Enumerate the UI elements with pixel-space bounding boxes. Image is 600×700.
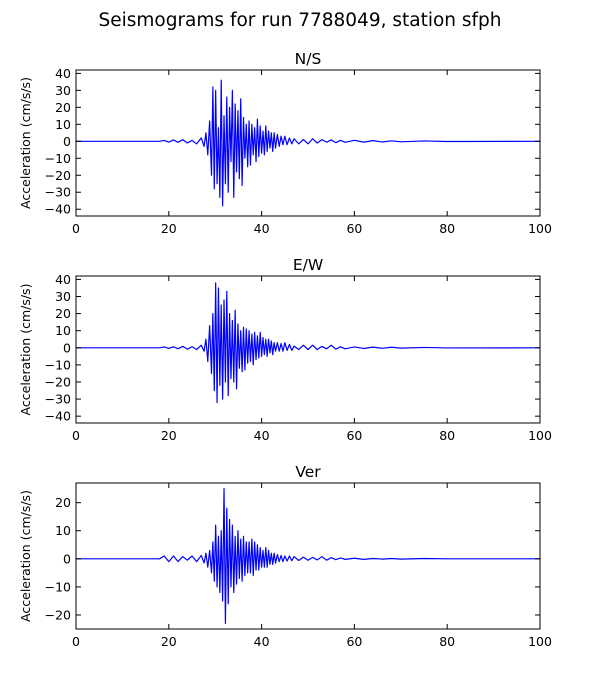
y-tick-label: 0 (63, 551, 71, 566)
y-tick-label: 0 (63, 134, 71, 149)
plot-frame (75, 482, 541, 630)
y-axis-label: Acceleration (cm/s/s) (18, 77, 33, 209)
y-axis-label: Acceleration (cm/s/s) (18, 490, 33, 622)
y-tick-label: −40 (45, 409, 71, 424)
panel-title: Ver (295, 463, 321, 481)
x-tick-label: 0 (72, 634, 80, 649)
y-tick-label: −20 (45, 607, 71, 622)
y-tick-label: 0 (63, 340, 71, 355)
figure-title: Seismograms for run 7788049, station sfp… (98, 10, 502, 31)
series-line (76, 488, 540, 624)
panel-title: N/S (295, 50, 322, 68)
x-tick-label: 60 (346, 428, 362, 443)
x-tick-label: 0 (72, 221, 80, 236)
plot-frame (75, 275, 541, 424)
x-tick-label: 40 (254, 221, 270, 236)
y-tick-label: −30 (45, 185, 71, 200)
x-tick-label: 100 (528, 634, 552, 649)
x-tick-label: 60 (346, 634, 362, 649)
y-tick-label: 30 (55, 83, 71, 98)
x-tick-label: 40 (254, 428, 270, 443)
y-tick-label: −10 (45, 151, 71, 166)
x-tick-label: 100 (528, 221, 552, 236)
y-tick-label: 20 (55, 100, 71, 115)
x-tick-label: 80 (439, 428, 455, 443)
y-tick-label: −20 (45, 168, 71, 183)
y-tick-label: −10 (45, 357, 71, 372)
series-line (76, 79, 540, 207)
panel-title: E/W (293, 256, 323, 274)
y-axis-label: Acceleration (cm/s/s) (18, 284, 33, 416)
x-tick-label: 0 (72, 428, 80, 443)
y-tick-label: 40 (55, 272, 71, 287)
x-tick-label: 60 (346, 221, 362, 236)
plot-frame (75, 69, 541, 217)
y-tick-label: −10 (45, 579, 71, 594)
x-tick-label: 20 (161, 634, 177, 649)
y-tick-label: 20 (55, 306, 71, 321)
series-line (76, 282, 540, 404)
x-tick-label: 80 (439, 634, 455, 649)
y-tick-label: 10 (55, 523, 71, 538)
y-tick-label: 20 (55, 495, 71, 510)
y-tick-label: 10 (55, 117, 71, 132)
x-tick-label: 40 (254, 634, 270, 649)
y-tick-label: −20 (45, 374, 71, 389)
x-tick-label: 20 (161, 221, 177, 236)
x-tick-label: 20 (161, 428, 177, 443)
y-tick-label: 10 (55, 323, 71, 338)
x-tick-label: 100 (528, 428, 552, 443)
y-tick-label: −30 (45, 392, 71, 407)
x-tick-label: 80 (439, 221, 455, 236)
y-tick-label: 30 (55, 289, 71, 304)
y-tick-label: 40 (55, 66, 71, 81)
y-tick-label: −40 (45, 202, 71, 217)
